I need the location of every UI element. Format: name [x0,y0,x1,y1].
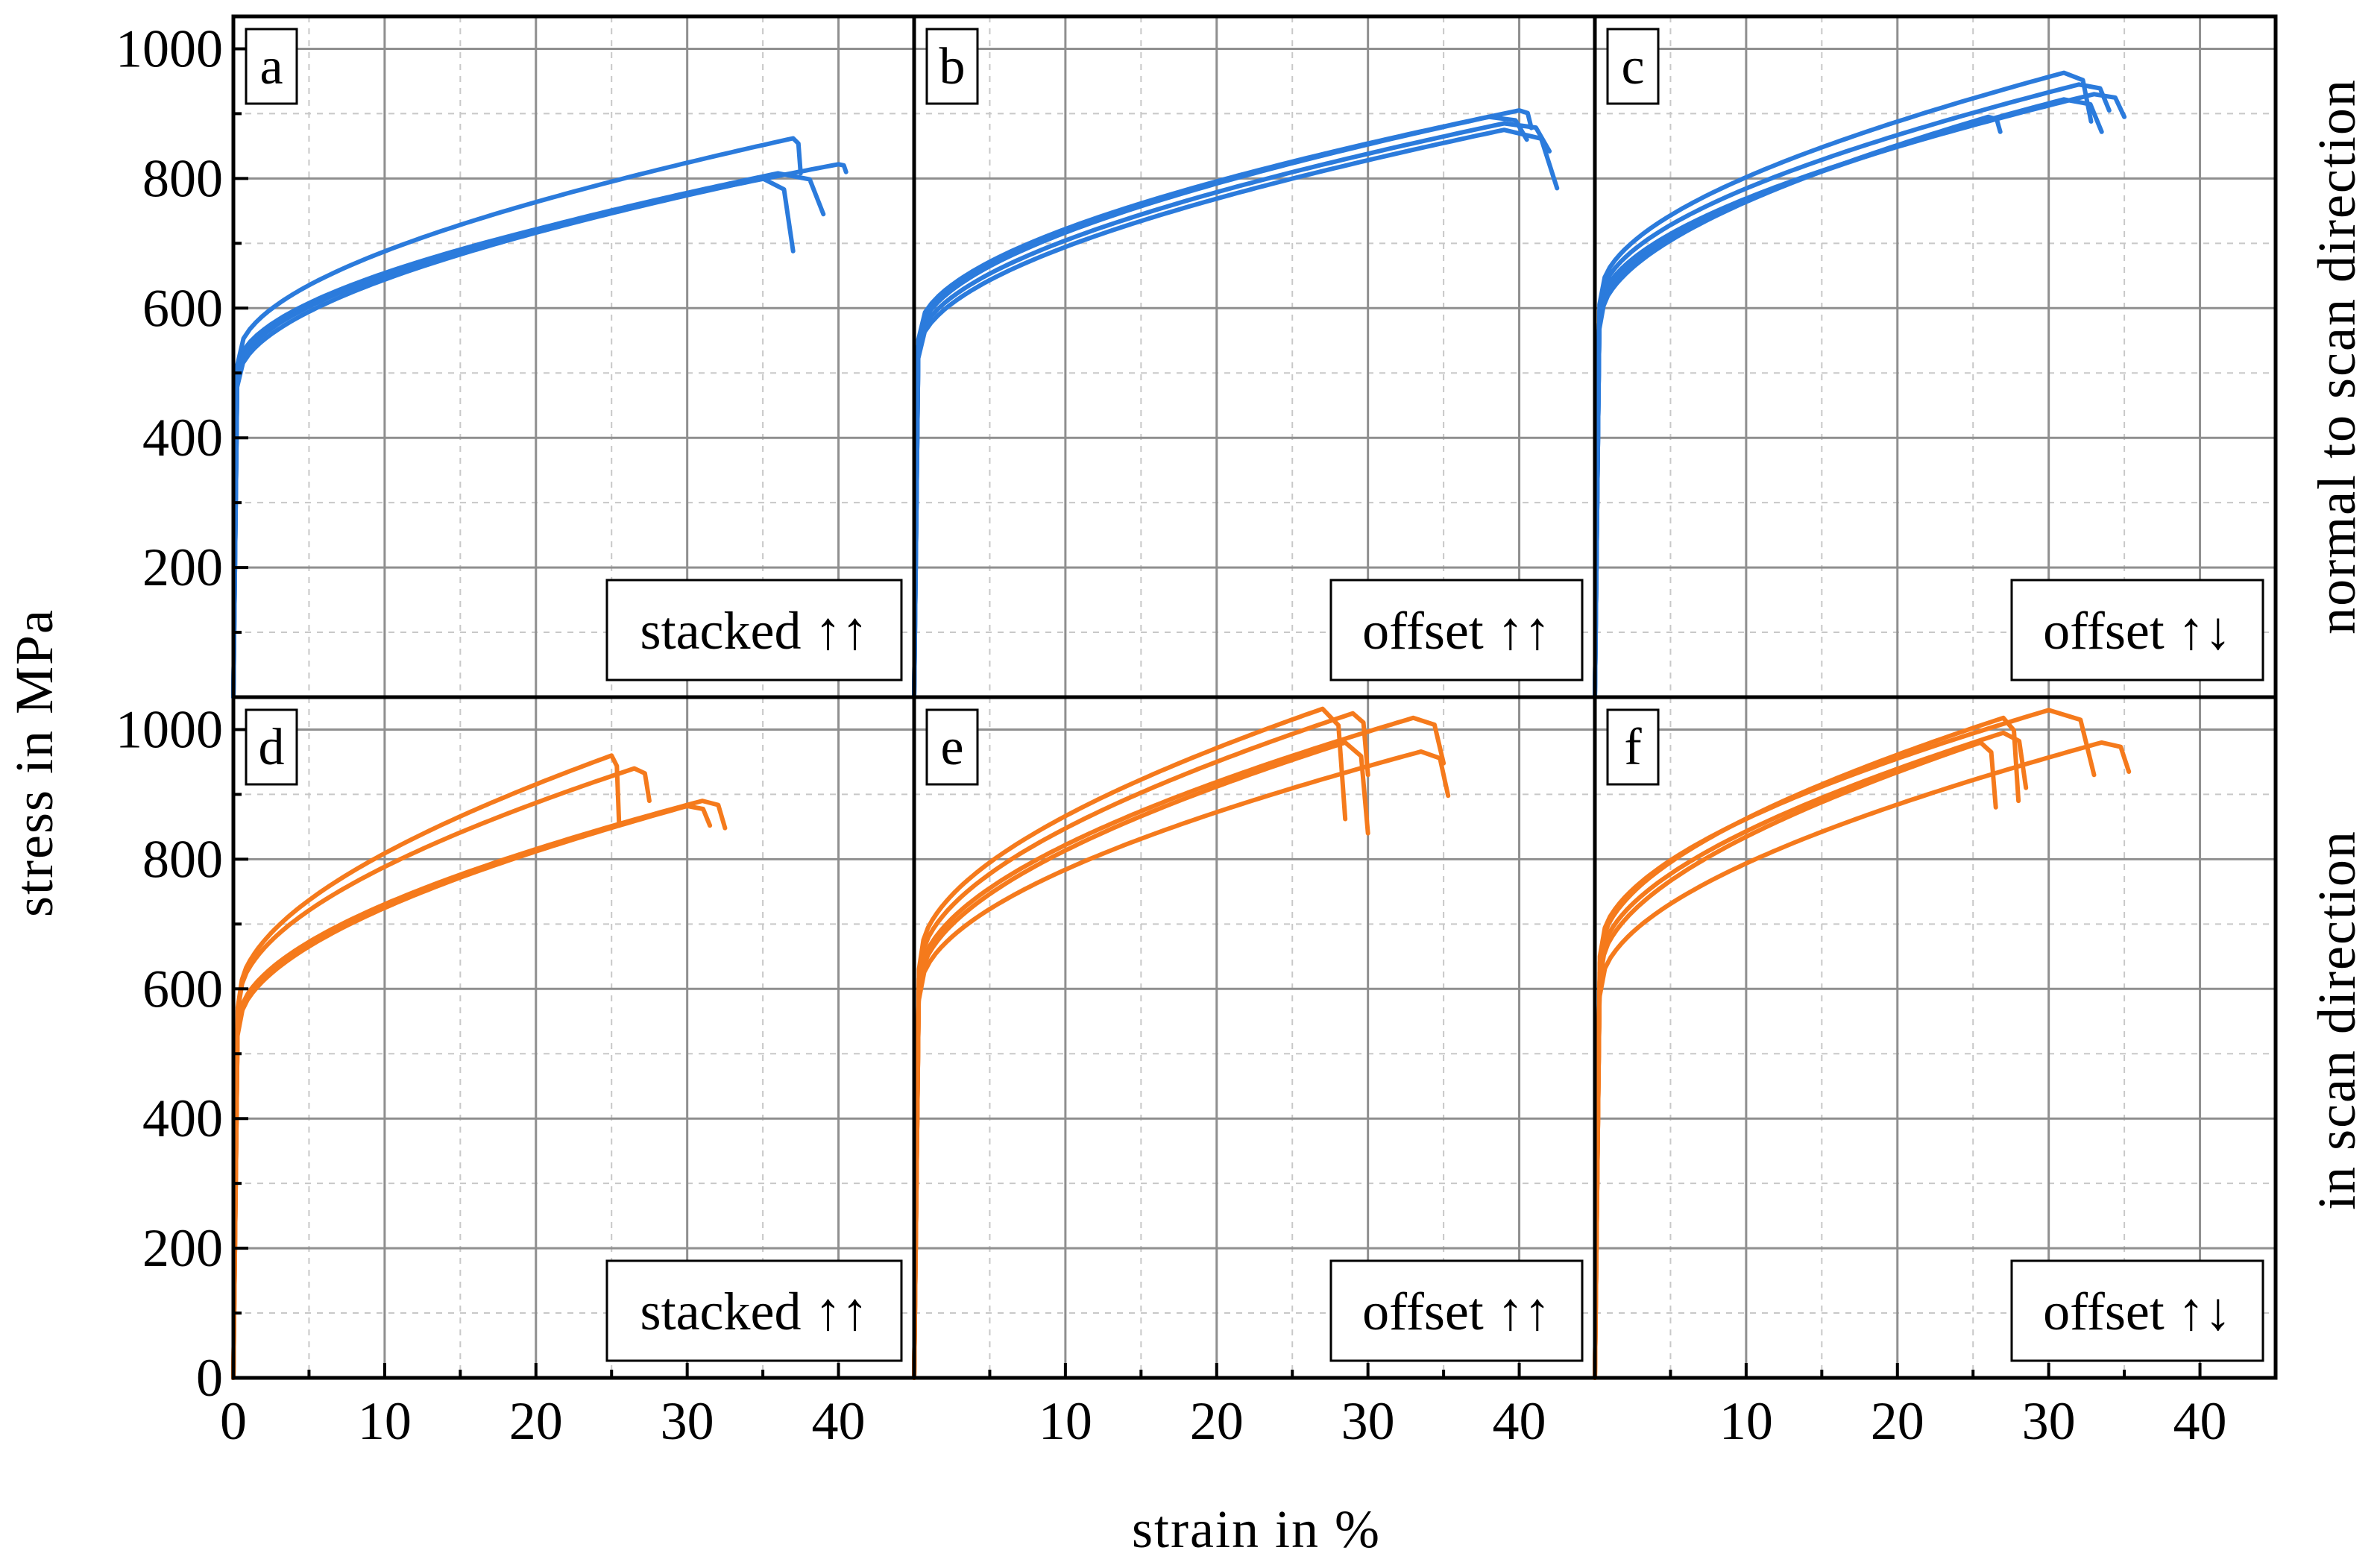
y-tick-label: 600 [142,278,223,338]
x-tick-label: 40 [2173,1391,2227,1451]
x-tick-label: 30 [2022,1391,2076,1451]
curve-f-5 [1593,740,2132,1380]
legend-label-f: offset ↑↓ [2043,1282,2232,1341]
curve-d-4 [231,804,713,1380]
panel-letter-box-f [1606,708,1660,786]
curve-f-2 [1593,715,2021,1380]
curve-d-1 [231,753,622,1380]
legend-label-a: stacked ↑↑ [640,601,869,661]
y-tick-label: 600 [142,959,223,1018]
panel-grid-a [233,16,914,697]
curve-b-2 [912,114,1529,699]
panel-letter-box-b [925,28,979,105]
panel-frame-f [1593,695,2278,1380]
legend-box-f [2010,1259,2264,1362]
y-tick-label: 200 [142,538,223,597]
y-tick-label: 1000 [116,699,223,759]
x-axis-title: strain in % [1132,1499,1381,1559]
legend-box-b [1329,579,1584,681]
panel-letter-f: f [1624,719,1642,776]
curve-c-1 [1593,70,2094,699]
y-tick-label: 1000 [116,19,223,78]
y-tick-label: 0 [196,1348,223,1408]
curve-a-4 [231,176,796,699]
x-tick-label: 10 [1719,1391,1773,1451]
panel-letter-d: d [259,719,285,776]
panel-letter-b: b [939,38,966,95]
panel-letter-e: e [940,719,963,776]
legend-label-b: offset ↑↑ [1362,601,1551,661]
curve-a-1 [231,136,803,699]
curve-b-3 [912,121,1552,699]
x-tick-label: 30 [661,1391,714,1451]
panel-letter-box-a [245,28,298,105]
y-tick-label: 800 [142,148,223,208]
y-tick-label: 800 [142,829,223,889]
panel-letter-box-c [1606,28,1660,105]
x-tick-label: 40 [812,1391,866,1451]
x-tick-label: 10 [1039,1391,1092,1451]
panel-letter-a: a [259,38,283,95]
legend-box-a [605,579,903,681]
legend-box-c [2010,579,2264,681]
panel-letter-c: c [1621,38,1644,95]
x-tick-label: 20 [1190,1391,1244,1451]
curve-f-3 [1593,730,2029,1380]
frame-layer [231,14,2278,1380]
panel-letter-box-d [245,708,298,786]
curve-b-4 [912,127,1560,699]
legend-label-c: offset ↑↓ [2043,601,2232,661]
x-tick-label: 0 [220,1391,247,1451]
curve-layer [231,70,2132,1380]
curve-d-2 [231,766,652,1380]
x-tick-label: 20 [1871,1391,1924,1451]
curve-e-2 [912,711,1370,1380]
curve-f-4 [1593,740,1998,1380]
x-tick-label: 10 [358,1391,412,1451]
legend-box-d [605,1259,903,1362]
row-label-normal: normal to scan direction [2307,78,2367,635]
panel-grid-d [233,697,914,1378]
curve-e-1 [912,706,1348,1380]
row-label-scan: in scan direction [2307,830,2367,1210]
y-axis-title: stress in MPa [4,608,64,917]
legend-box-e [1329,1259,1584,1362]
panel-letter-box-e [925,708,979,786]
legend-label-e: offset ↑↑ [1362,1282,1551,1341]
x-tick-label: 20 [509,1391,563,1451]
x-tick-label: 30 [1341,1391,1395,1451]
curve-e-5 [912,749,1451,1380]
legend-label-d: stacked ↑↑ [640,1282,869,1341]
y-tick-label: 200 [142,1218,223,1278]
curve-e-4 [912,740,1370,1380]
curve-c-5 [1593,114,2003,699]
y-tick-label: 400 [142,408,223,467]
x-tick-label: 40 [1493,1391,1546,1451]
curve-e-3 [912,715,1446,1380]
curve-a-3 [231,171,826,699]
curve-c-2 [1593,82,2112,699]
y-tick-label: 400 [142,1089,223,1148]
